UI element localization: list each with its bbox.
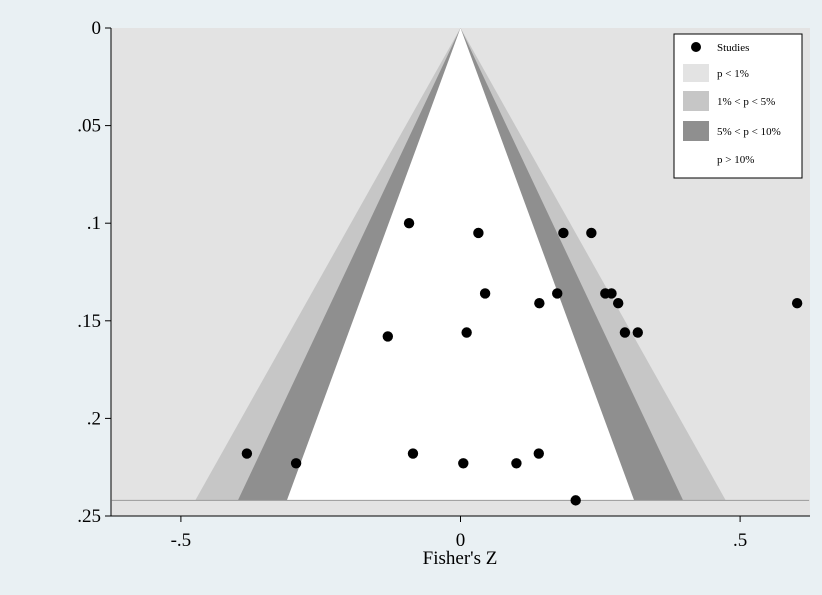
study-point-6	[552, 288, 563, 299]
study-point-9	[534, 298, 545, 309]
legend-label-p10: 5% < p < 10%	[717, 126, 781, 138]
study-point-8	[606, 288, 617, 299]
legend-swatch-p10	[683, 121, 709, 141]
legend-marker-studies	[691, 42, 701, 52]
study-point-22	[570, 495, 581, 506]
study-point-18	[533, 448, 544, 459]
study-point-4	[586, 227, 597, 239]
study-point-11	[791, 298, 803, 309]
legend-label-studies: Studies	[717, 42, 749, 54]
y-tick-label-0: 0	[92, 18, 102, 39]
study-point-19	[290, 458, 302, 469]
study-point-14	[632, 327, 643, 338]
study-point-1	[403, 218, 415, 229]
x-tick-label-1: 0	[456, 530, 466, 551]
study-point-10	[612, 298, 624, 309]
x-tick-label-0: -.5	[171, 530, 192, 551]
tick-layer: 0 .05 .1 .15 .2 .25 -.5 0 .5	[77, 18, 747, 551]
x-tick-label-2: .5	[733, 530, 747, 551]
legend-label-p1: p < 1%	[717, 68, 749, 80]
study-point-20	[458, 458, 469, 469]
y-tick-label-3: .15	[77, 311, 101, 332]
contour-layer	[111, 28, 810, 501]
study-point-2	[473, 227, 484, 239]
study-point-13	[619, 327, 631, 338]
points-layer	[241, 218, 803, 506]
y-tick-label-4: .2	[87, 408, 101, 429]
study-point-17	[407, 448, 419, 459]
legend-label-p5: 1% < p < 5%	[717, 96, 775, 108]
legend-label-pgt10: p > 10%	[717, 154, 754, 166]
y-tick-label-2: .1	[87, 213, 101, 234]
study-point-15	[382, 331, 394, 342]
study-point-5	[479, 288, 491, 299]
y-tick-label-1: .05	[77, 116, 101, 137]
study-point-3	[558, 227, 569, 239]
legend: Studies p < 1% 1% < p < 5% 5% < p < 10% …	[673, 33, 803, 179]
study-point-12	[461, 327, 472, 338]
x-axis-title: Fisher's Z	[423, 548, 498, 569]
contour-nonsig-region	[286, 28, 635, 501]
legend-swatch-p5	[683, 91, 709, 111]
study-point-21	[511, 458, 522, 469]
y-tick-label-5: .25	[77, 506, 101, 527]
study-point-16	[241, 448, 253, 459]
legend-swatch-p1	[683, 64, 709, 82]
